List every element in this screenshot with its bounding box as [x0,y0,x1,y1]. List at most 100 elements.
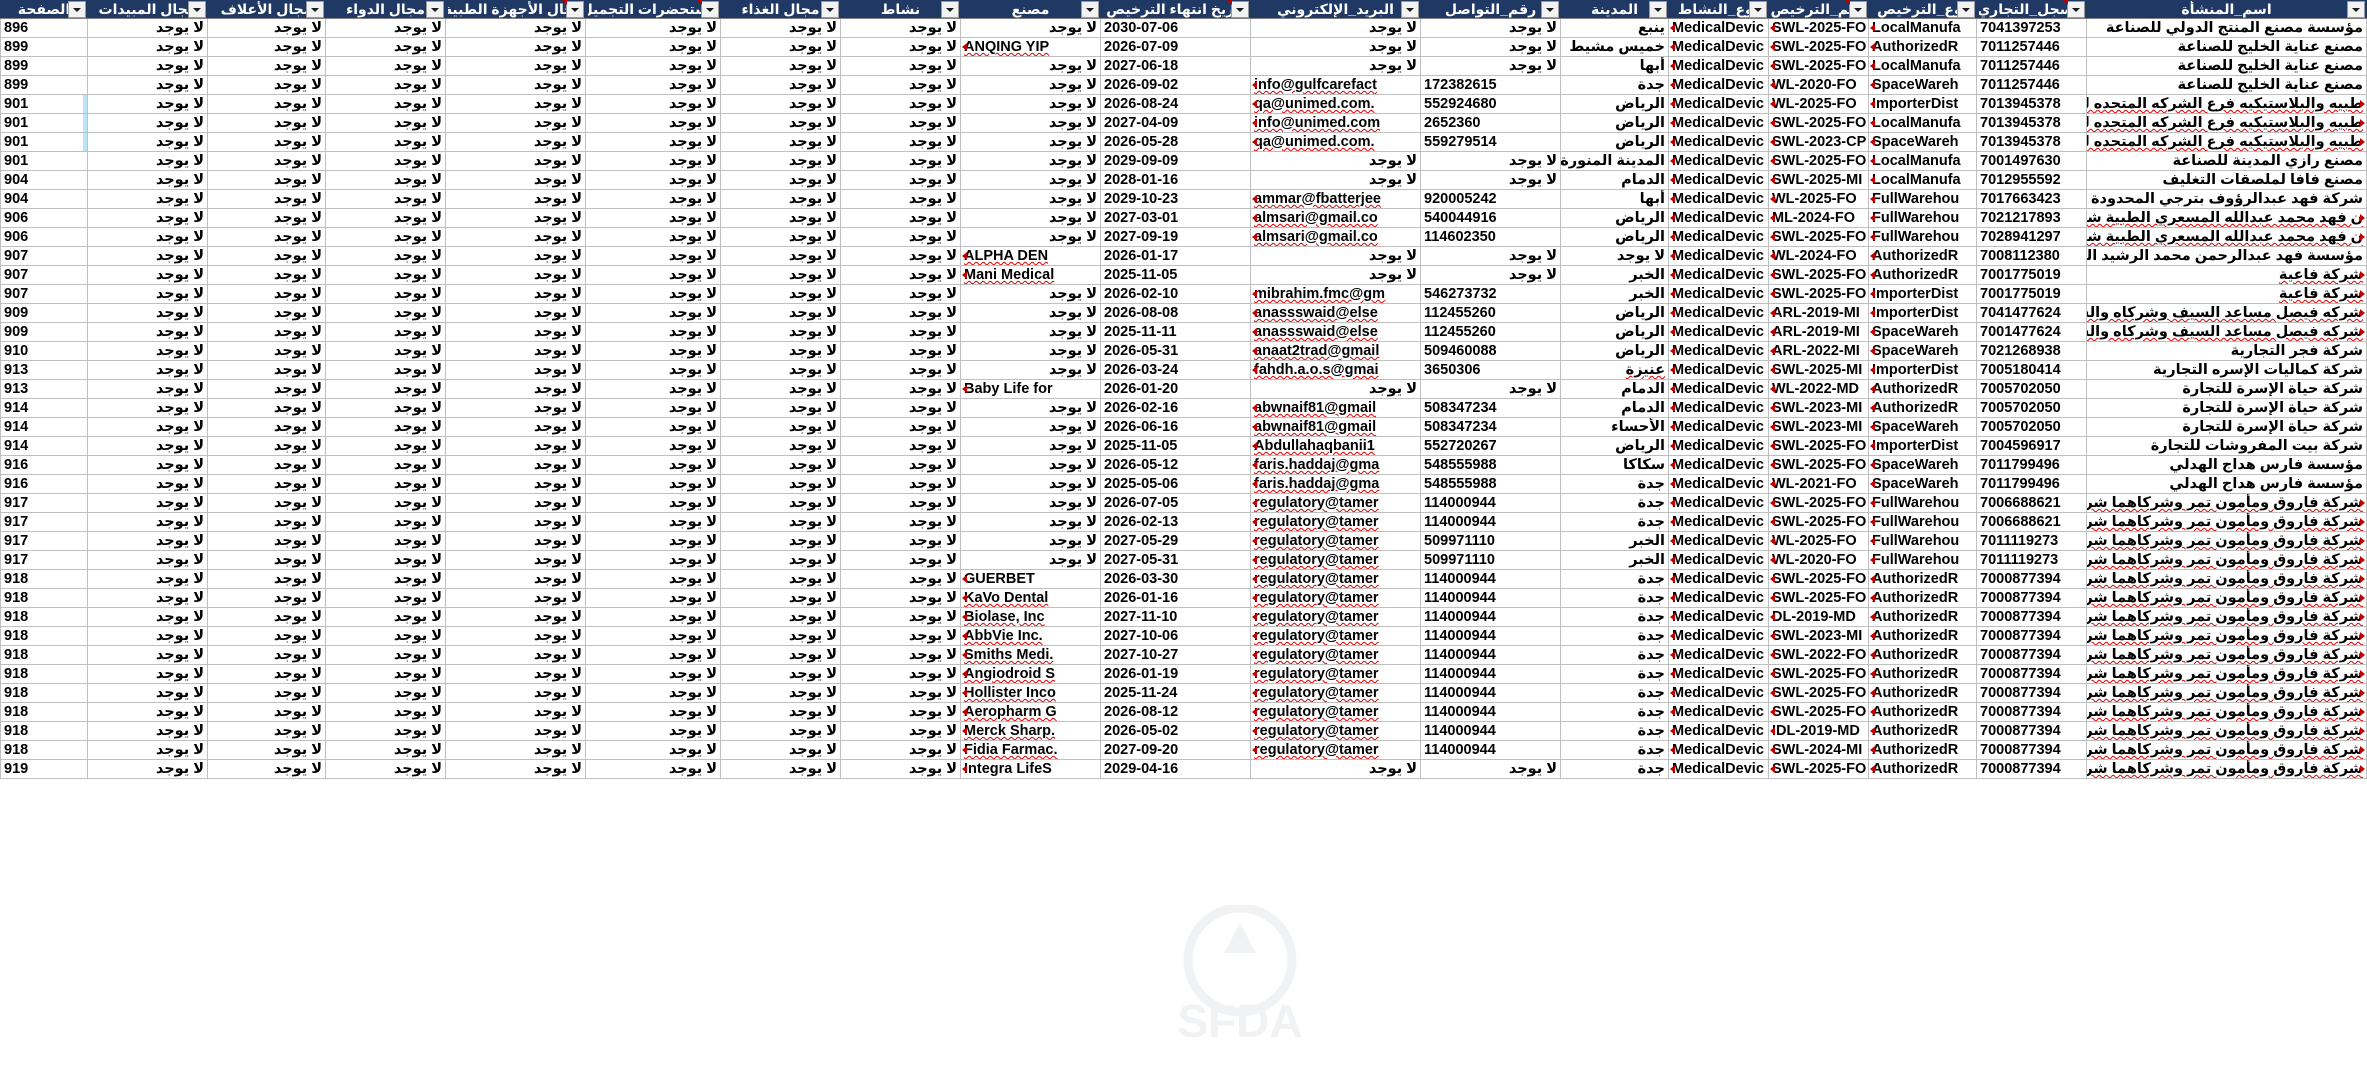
cell-name[interactable]: شركة فاروق ومأمون تمر وشركاهما شركة شخص … [2086,759,2367,779]
table-row[interactable]: مصنع عناية الخليج للصناعة 7011257446 Autho… [0,37,2367,57]
cell-feed[interactable]: لا يوجد [207,759,326,779]
cell-drugs[interactable]: لا يوجد [325,170,446,190]
cell-lic_type[interactable]: AuthorizedR [1868,626,1977,646]
cell-pesticides[interactable]: لا يوجد [87,664,208,684]
cell-lic_type[interactable]: LocalManufa [1868,113,1977,133]
column-header-expiry[interactable]: تاريخ انتهاء الترخيص [1100,0,1251,19]
cell-email[interactable]: regulatory@tamer [1250,531,1421,551]
cell-devices[interactable]: لا يوجد [445,531,586,551]
cell-devices[interactable]: لا يوجد [445,56,586,76]
cell-city[interactable]: جدة [1560,759,1669,779]
cell-devices[interactable]: لا يوجد [445,493,586,513]
cell-expiry[interactable]: 2026-05-12 [1100,455,1251,475]
cell-page[interactable]: 913 [0,379,88,399]
cell-factory[interactable]: GUERBET [960,569,1101,589]
table-row[interactable]: شركه فيصل مساعد السيف وشركاه والشركة الم… [0,303,2367,323]
cell-name[interactable]: شركة فاروق ومأمون تمر وشركاهما شركة شخص … [2086,664,2367,684]
cell-feed[interactable]: لا يوجد [207,303,326,323]
cell-contact[interactable]: 114000944 [1420,588,1561,608]
cell-devices[interactable]: لا يوجد [445,740,586,760]
cell-expiry[interactable]: 2027-04-09 [1100,113,1251,133]
cell-cr[interactable]: 7041477624 [1976,303,2087,323]
cell-feed[interactable]: لا يوجد [207,170,326,190]
table-row[interactable]: شركة فاروق ومأمون تمر وشركاهما شركة شخص … [0,759,2367,779]
cell-expiry[interactable]: 2026-08-08 [1100,303,1251,323]
cell-contact[interactable]: 114000944 [1420,721,1561,741]
cell-lic_type[interactable]: LocalManufa [1868,170,1977,190]
filter-dropdown-icon[interactable] [306,1,324,18]
cell-food[interactable]: لا يوجد [720,265,841,285]
filter-dropdown-icon[interactable] [2067,1,2085,18]
cell-lic_no[interactable]: IDL-2019-MD [1768,721,1869,741]
cell-name[interactable]: مصنع عناية الخليج للصناعة [2086,56,2367,76]
cell-factory[interactable]: لا يوجد [960,493,1101,513]
cell-act_type[interactable]: MedicalDevic [1668,455,1769,475]
cell-feed[interactable]: لا يوجد [207,493,326,513]
cell-devices[interactable]: لا يوجد [445,607,586,627]
cell-name[interactable]: شركة فاروق ومأمون تمر وشركاهما شركة شخص … [2086,721,2367,741]
cell-cr[interactable]: 7011119273 [1976,550,2087,570]
cell-lic_type[interactable]: AuthorizedR [1868,246,1977,266]
table-row[interactable]: شركة حياة الإسرة للتجارة 7005702050 Author… [0,379,2367,399]
cell-cr[interactable]: 7000877394 [1976,569,2087,589]
cell-city[interactable]: الدمام [1560,379,1669,399]
cell-drugs[interactable]: لا يوجد [325,645,446,665]
cell-name[interactable]: شركة كماليات الإسره التجارية [2086,360,2367,380]
cell-lic_type[interactable]: AuthorizedR [1868,37,1977,57]
cell-pesticides[interactable]: لا يوجد [87,360,208,380]
cell-feed[interactable]: لا يوجد [207,569,326,589]
cell-factory[interactable]: لا يوجد [960,303,1101,323]
table-row[interactable]: طبيه والبلاستيكيه فرع الشركه المتحده للص… [0,132,2367,152]
cell-contact[interactable]: لا يوجد [1420,265,1561,285]
cell-food[interactable]: لا يوجد [720,588,841,608]
table-row[interactable]: شركة بيت المفروشات للتجارة 7004596917 Impo… [0,436,2367,456]
cell-city[interactable]: جدة [1560,683,1669,703]
cell-lic_type[interactable]: FullWarehou [1868,208,1977,228]
column-header-pesticides[interactable]: مجال المبيدات [87,0,208,19]
table-row[interactable]: شركة فجر التجارية 7021268938 SpaceWareh ARL… [0,341,2367,361]
cell-contact[interactable]: 920005242 [1420,189,1561,209]
cell-email[interactable]: لا يوجد [1250,151,1421,171]
cell-act_type[interactable]: MedicalDevic [1668,588,1769,608]
cell-expiry[interactable]: 2027-10-27 [1100,645,1251,665]
cell-pesticides[interactable]: لا يوجد [87,626,208,646]
cell-act_type[interactable]: MedicalDevic [1668,512,1769,532]
cell-page[interactable]: 918 [0,626,88,646]
cell-act_type[interactable]: MedicalDevic [1668,341,1769,361]
cell-cosmetics[interactable]: لا يوجد [585,531,721,551]
cell-page[interactable]: 901 [0,151,88,171]
cell-drugs[interactable]: لا يوجد [325,94,446,114]
cell-lic_type[interactable]: AuthorizedR [1868,379,1977,399]
cell-contact[interactable]: 114602350 [1420,227,1561,247]
cell-cr[interactable]: 7000877394 [1976,740,2087,760]
cell-factory[interactable]: Fidia Farmac. [960,740,1101,760]
cell-contact[interactable]: لا يوجد [1420,56,1561,76]
cell-cr[interactable]: 7013945378 [1976,113,2087,133]
cell-page[interactable]: 914 [0,398,88,418]
cell-expiry[interactable]: 2027-03-01 [1100,208,1251,228]
cell-page[interactable]: 918 [0,664,88,684]
cell-activity[interactable]: لا يوجد [840,341,961,361]
cell-drugs[interactable]: لا يوجد [325,683,446,703]
cell-expiry[interactable]: 2025-11-05 [1100,436,1251,456]
cell-page[interactable]: 904 [0,189,88,209]
cell-pesticides[interactable]: لا يوجد [87,550,208,570]
cell-lic_no[interactable]: WL-2020-FO [1768,550,1869,570]
cell-expiry[interactable]: 2026-01-17 [1100,246,1251,266]
cell-email[interactable]: لا يوجد [1250,379,1421,399]
cell-feed[interactable]: لا يوجد [207,94,326,114]
cell-devices[interactable]: لا يوجد [445,683,586,703]
cell-page[interactable]: 914 [0,436,88,456]
cell-lic_type[interactable]: SpaceWareh [1868,75,1977,95]
cell-expiry[interactable]: 2026-06-16 [1100,417,1251,437]
cell-act_type[interactable]: MedicalDevic [1668,702,1769,722]
cell-city[interactable]: جدة [1560,607,1669,627]
cell-city[interactable]: جدة [1560,740,1669,760]
cell-lic_no[interactable]: SWL-2023-CP [1768,132,1869,152]
cell-factory[interactable]: لا يوجد [960,512,1101,532]
cell-cosmetics[interactable]: لا يوجد [585,512,721,532]
cell-lic_no[interactable]: SWL-2025-FO [1768,436,1869,456]
cell-cosmetics[interactable]: لا يوجد [585,37,721,57]
cell-email[interactable]: لا يوجد [1250,18,1421,38]
cell-drugs[interactable]: لا يوجد [325,550,446,570]
